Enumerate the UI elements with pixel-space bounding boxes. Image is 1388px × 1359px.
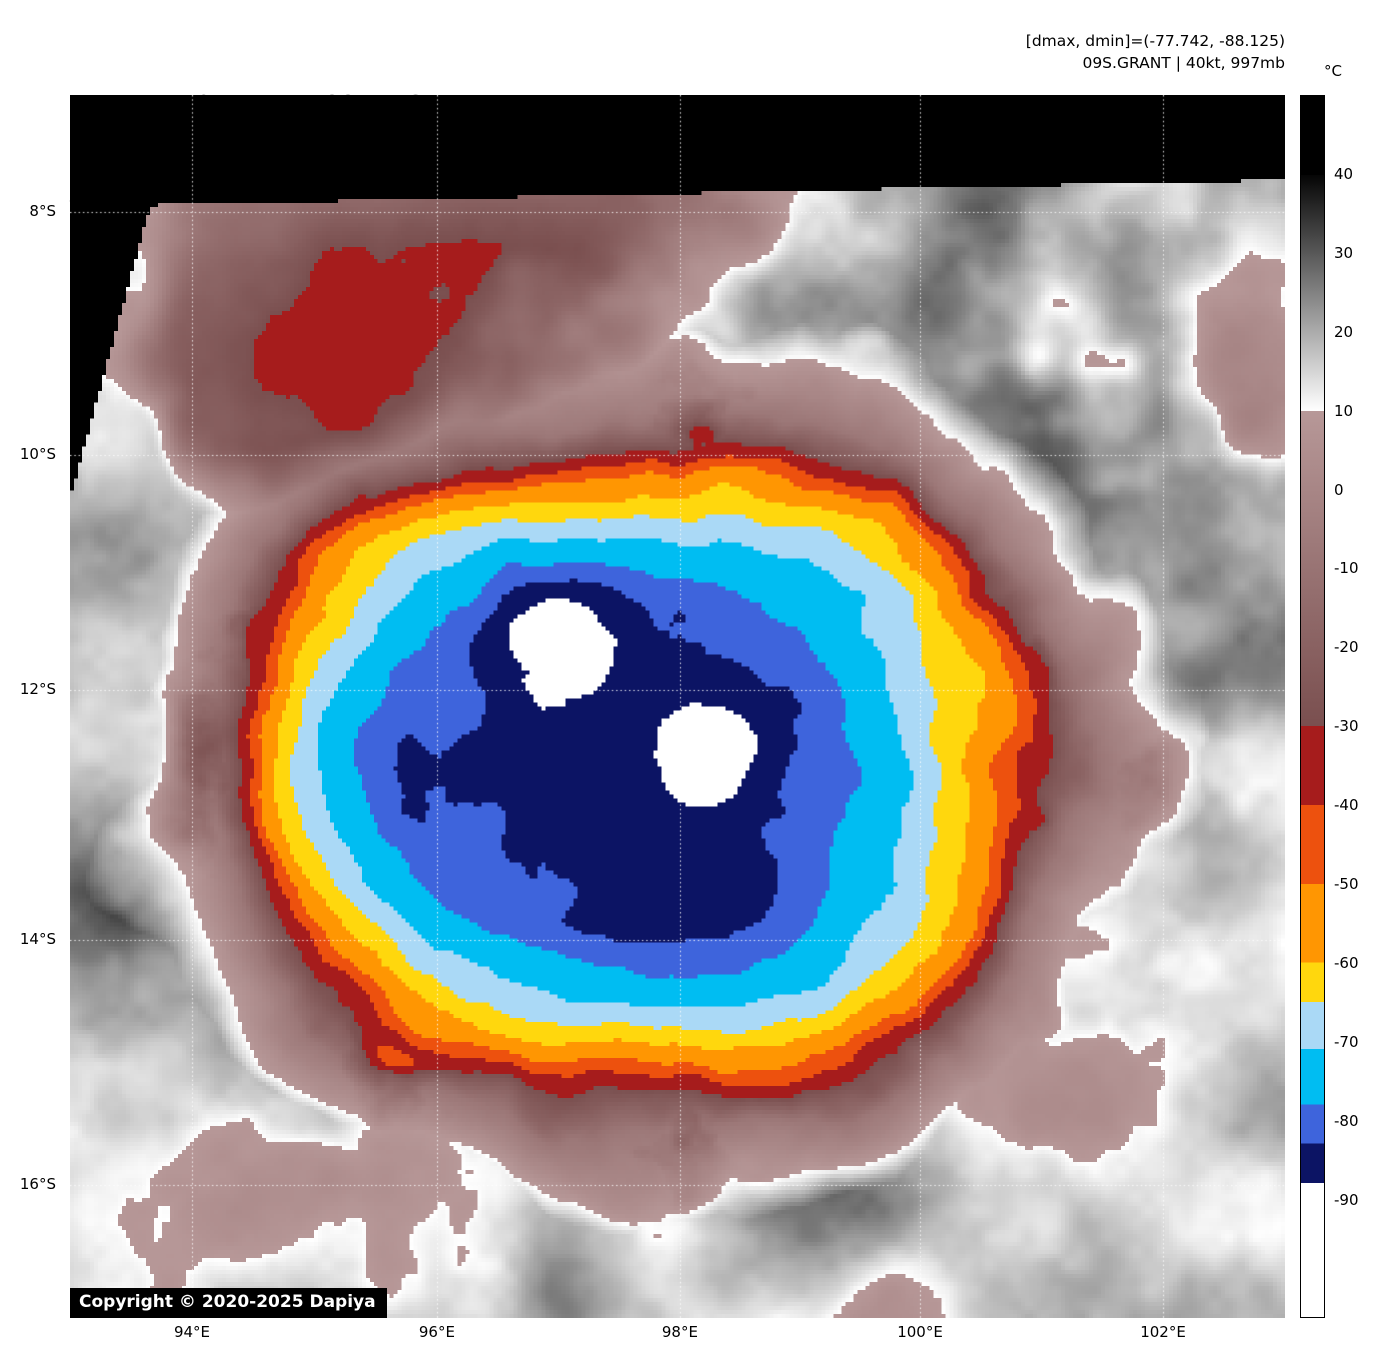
map-area: Copyright © 2020-2025 Dapiya bbox=[70, 95, 1285, 1318]
colorbar-gradient bbox=[1301, 96, 1324, 1317]
colorbar-tick-label: -50 bbox=[1334, 875, 1359, 894]
colorbar-tick-label: 10 bbox=[1334, 401, 1354, 420]
colorbar-tick-label: -30 bbox=[1334, 717, 1359, 736]
colorbar-tick-label: 20 bbox=[1334, 322, 1354, 341]
dmax-dmin-readout: [dmax, dmin]=(-77.742, -88.125) bbox=[1025, 32, 1285, 50]
colorbar-tick-label: -20 bbox=[1334, 638, 1359, 657]
storm-info: 09S.GRANT | 40kt, 997mb bbox=[1082, 54, 1285, 72]
lat-tick-label: 8°S bbox=[29, 202, 56, 221]
lon-tick-label: 100°E bbox=[897, 1323, 943, 1341]
colorbar-tick-label: -60 bbox=[1334, 953, 1359, 972]
lat-tick-label: 14°S bbox=[19, 930, 56, 949]
copyright-badge: Copyright © 2020-2025 Dapiya bbox=[70, 1288, 387, 1318]
lon-tick-label: 96°E bbox=[418, 1323, 455, 1341]
colorbar-tick-label: 40 bbox=[1334, 164, 1354, 183]
colorbar-tick-label: -10 bbox=[1334, 559, 1359, 578]
lon-tick-label: 94°E bbox=[173, 1323, 211, 1341]
lon-tick-label: 102°E bbox=[1140, 1323, 1186, 1341]
colorbar-tick-label: -80 bbox=[1334, 1111, 1359, 1130]
lat-tick-label: 12°S bbox=[19, 679, 56, 698]
colorbar-tick-label: -70 bbox=[1334, 1032, 1359, 1051]
header-right: [dmax, dmin]=(-77.742, -88.125) 09S.GRAN… bbox=[1026, 30, 1285, 74]
lon-axis: 94°E 96°E 98°E 100°E 102°E bbox=[70, 1323, 1285, 1349]
lat-axis: 8°S 10°S 12°S 14°S 16°S bbox=[0, 95, 62, 1318]
grid-overlay-canvas bbox=[70, 95, 1285, 1318]
colorbar bbox=[1300, 95, 1325, 1318]
colorbar-tick-label: -90 bbox=[1334, 1190, 1359, 1209]
colorbar-tick-label: 0 bbox=[1334, 480, 1344, 499]
colorbar-tick-label: 30 bbox=[1334, 243, 1354, 262]
colorbar-tick-label: -40 bbox=[1334, 796, 1359, 815]
lon-tick-label: 98°E bbox=[661, 1323, 698, 1341]
colorbar-ticks: 40 30 20 10 0 -10 -20 -30 -40 -50 -60 -70 -80 -90 bbox=[1334, 95, 1386, 1318]
lat-tick-label: 16°S bbox=[19, 1175, 56, 1194]
lat-tick-label: 10°S bbox=[19, 445, 56, 464]
colorbar-unit-label: °C bbox=[1324, 62, 1342, 80]
